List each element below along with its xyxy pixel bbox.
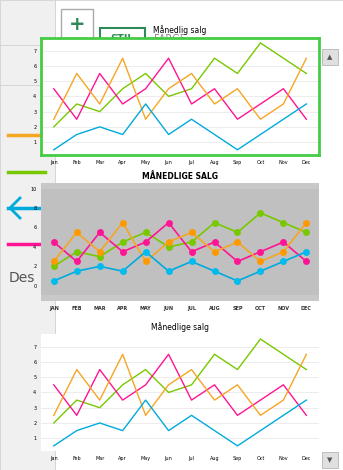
Text: ✏: ✏ bbox=[72, 55, 82, 69]
FancyBboxPatch shape bbox=[322, 49, 338, 65]
Text: Des: Des bbox=[9, 271, 35, 285]
FancyBboxPatch shape bbox=[61, 81, 93, 113]
Title: MÅNEDLIGE SALG: MÅNEDLIGE SALG bbox=[142, 172, 218, 181]
FancyBboxPatch shape bbox=[322, 452, 338, 468]
Legend: eHandel As, Brasil, vestTec, GamJu: eHandel As, Brasil, vestTec, GamJu bbox=[128, 196, 233, 203]
Text: FARGE: FARGE bbox=[154, 34, 186, 44]
Title: Månedlige salg: Månedlige salg bbox=[151, 321, 209, 331]
FancyBboxPatch shape bbox=[61, 46, 93, 78]
Title: Månedlig salg: Månedlig salg bbox=[153, 25, 207, 35]
Text: +: + bbox=[69, 16, 85, 34]
FancyBboxPatch shape bbox=[100, 28, 145, 50]
Legend: eHandel As, Brasil, vestTec, GamJu: eHandel As, Brasil, vestTec, GamJu bbox=[128, 341, 233, 348]
FancyBboxPatch shape bbox=[61, 9, 93, 41]
Text: ▲: ▲ bbox=[327, 54, 333, 60]
Text: ▼: ▼ bbox=[327, 457, 333, 463]
FancyBboxPatch shape bbox=[0, 0, 55, 470]
Bar bbox=[41, 188, 319, 296]
Text: STIL: STIL bbox=[110, 34, 134, 44]
FancyBboxPatch shape bbox=[55, 0, 343, 470]
Text: ▽: ▽ bbox=[72, 91, 82, 103]
